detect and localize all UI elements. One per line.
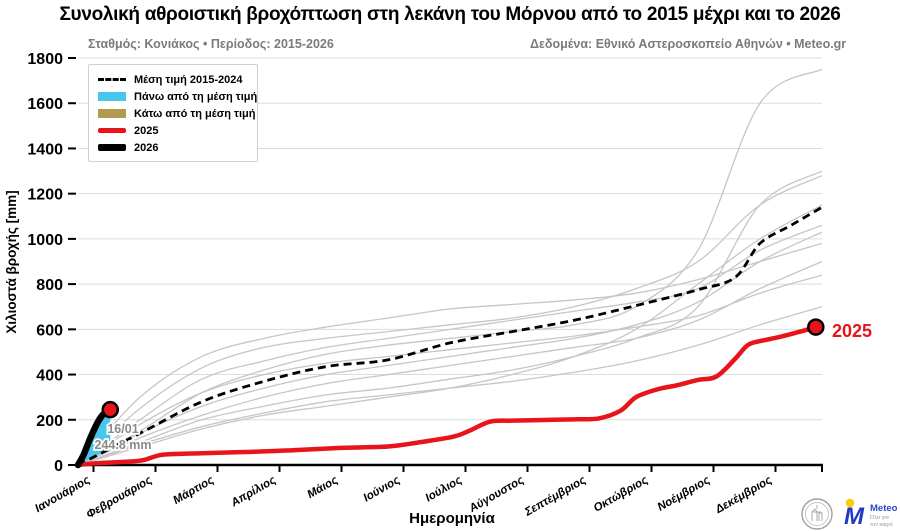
meteo-logo-tagline-1: Όλα για	[869, 515, 890, 521]
x-tick-label: Ιούλιος	[424, 474, 465, 505]
background-year-series	[77, 242, 823, 466]
y-tick-label: 0	[54, 458, 63, 475]
y-tick-label: 400	[36, 368, 63, 385]
y-tick-label: 1000	[27, 232, 63, 249]
legend-item-below-mean: Κάτω από τη μέση τιμή	[98, 107, 255, 120]
data-source-subtitle: Δεδομένα: Εθνικό Αστεροσκοπείο Αθηνών • …	[530, 37, 847, 51]
background-year-series	[77, 170, 823, 466]
mean-dashed-line-swatch	[98, 78, 126, 81]
y-tick-label: 800	[36, 277, 63, 294]
y-tick-label: 1400	[27, 141, 63, 158]
y-tick-label: 1200	[27, 187, 63, 204]
y-tick-label: 1600	[27, 96, 63, 113]
background-year-series	[77, 231, 823, 466]
legend-item-mean: Μέση τιμή 2015-2024	[98, 73, 248, 86]
background-year-series	[77, 224, 823, 466]
y-tick-label: 1800	[27, 51, 63, 68]
station-subtitle: Σταθμός: Κονιάκος • Περίοδος: 2015-2026	[88, 37, 334, 51]
legend-item-2025: 2025	[98, 124, 248, 137]
x-tick-label: Οκτώβριος	[592, 474, 651, 515]
background-year-series	[77, 204, 823, 466]
series-2025-end-label: 2025	[832, 321, 872, 341]
above-mean-patch-swatch	[98, 92, 126, 101]
below-mean-patch-swatch	[98, 109, 126, 118]
chart-title: Συνολική αθροιστική βροχόπτωση στη λεκάν…	[59, 4, 841, 25]
current-value-annotation: 244.8 mm	[95, 438, 152, 452]
meteo-logo-dot	[845, 498, 855, 508]
x-tick-label: Σεπτέμβριος	[522, 474, 589, 519]
year-2026-line-swatch	[98, 144, 126, 151]
background-year-series	[77, 274, 823, 466]
meteo-logo-tagline-2: τον καιρό	[870, 521, 893, 528]
background-year-series	[77, 174, 823, 466]
chart-legend: Μέση τιμή 2015-2024 Πάνω από τη μέση τιμ…	[88, 64, 258, 162]
legend-item-2026: 2026	[98, 141, 248, 154]
y-axis-title: Χιλιοστά βροχής [mm]	[4, 190, 19, 333]
legend-item-above-mean: Πάνω από τη μέση τιμή	[98, 90, 257, 103]
meteo-logo: M Meteo Όλα για τον καιρό	[844, 498, 898, 530]
x-axis-title: Ημερομηνία	[409, 510, 495, 527]
series-2025-line	[75, 324, 819, 468]
x-tick-label: Μάρτιος	[171, 474, 216, 507]
mean-series-line	[77, 206, 823, 467]
x-tick-label: Μάιος	[305, 474, 340, 501]
x-tick-label: Ιανουάριος	[33, 474, 93, 515]
x-tick-label: Απρίλιος	[228, 474, 278, 510]
x-tick-label: Ιούνιος	[362, 474, 403, 505]
y-tick-label: 200	[36, 413, 63, 430]
meteo-logo-name: Meteo	[870, 503, 898, 514]
x-tick-label: Νοέμβριος	[656, 474, 713, 514]
background-year-series	[77, 260, 823, 466]
x-tick-label: Δεκέμβριος	[713, 474, 775, 517]
series-endpoint-marker	[807, 318, 825, 336]
background-year-series	[77, 306, 823, 466]
meteo-logo-m: M	[844, 503, 865, 530]
noa-seal-logo	[801, 498, 833, 530]
series-endpoint-marker	[101, 400, 119, 419]
x-tick-label: Φεβρουάριος	[84, 474, 154, 521]
current-date-annotation: 16/01	[107, 422, 138, 436]
year-2025-line-swatch	[98, 128, 126, 133]
y-tick-label: 600	[36, 322, 63, 339]
